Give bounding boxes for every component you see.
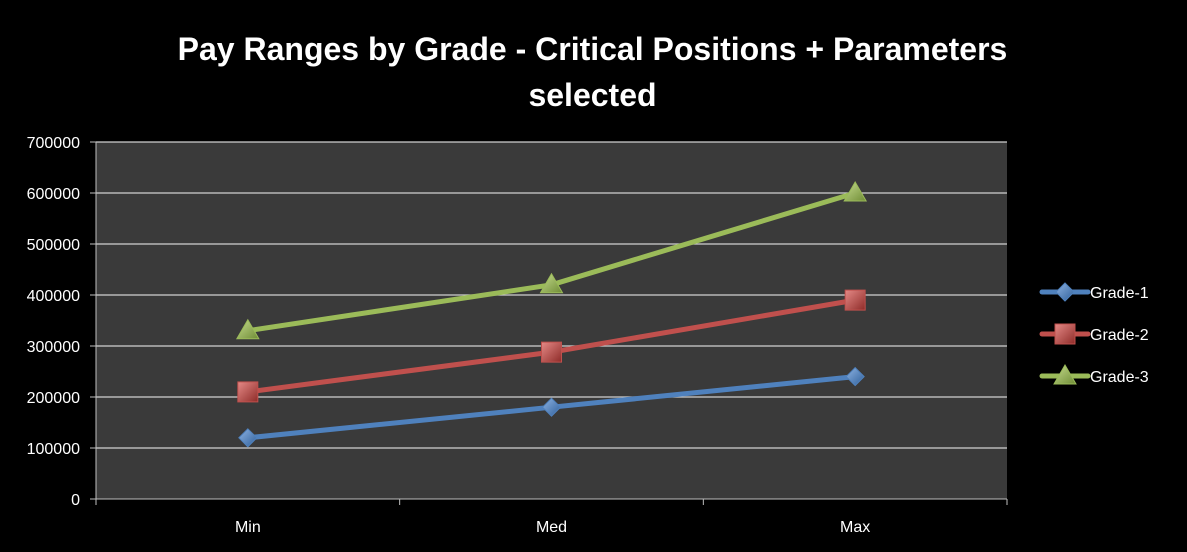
legend-item: Grade-2 xyxy=(1039,323,1149,345)
data-point-diamond xyxy=(238,428,258,448)
data-point-triangle xyxy=(843,181,868,202)
legend-item: Grade-1 xyxy=(1039,282,1149,302)
legend: Grade-1 Grade-2 Grade-3 xyxy=(1039,282,1149,386)
y-tick-label: 300000 xyxy=(27,339,80,356)
series-grade-3 xyxy=(235,181,868,340)
x-tick-label: Min xyxy=(235,519,261,536)
series-grade-1 xyxy=(238,366,865,448)
x-tick-label: Max xyxy=(840,519,870,536)
legend-label: Grade-1 xyxy=(1090,285,1149,302)
data-point-diamond xyxy=(541,397,562,417)
y-tick-label: 600000 xyxy=(27,186,80,203)
y-tick-label: 700000 xyxy=(27,135,80,152)
data-point-diamond xyxy=(845,366,865,387)
data-point-triangle xyxy=(235,318,260,340)
chart-title: Pay Ranges by Grade - Critical Positions… xyxy=(177,31,1008,113)
legend-swatch-marker xyxy=(1054,323,1076,345)
legend-swatch-marker xyxy=(1053,364,1077,385)
data-point-square xyxy=(541,341,562,363)
axes: 0 100000 200000 300000 400000 500000 600000 700… xyxy=(27,135,1008,536)
y-tick-label: 500000 xyxy=(27,237,80,254)
legend-label: Grade-3 xyxy=(1090,369,1149,386)
x-tick-label: Med xyxy=(536,519,567,536)
y-tick-label: 400000 xyxy=(27,288,80,305)
legend-swatch-marker xyxy=(1055,282,1075,302)
data-point-triangle xyxy=(539,272,564,294)
series-grade-2 xyxy=(237,289,866,403)
y-tick-label: 0 xyxy=(71,492,80,509)
data-point-square xyxy=(237,381,259,403)
y-tick-label: 200000 xyxy=(27,390,80,407)
y-tick-label: 100000 xyxy=(27,441,80,458)
legend-item: Grade-3 xyxy=(1039,364,1149,386)
series-group xyxy=(235,181,868,448)
legend-label: Grade-2 xyxy=(1090,327,1149,344)
plot-area xyxy=(96,142,1007,499)
data-point-square xyxy=(844,289,866,311)
